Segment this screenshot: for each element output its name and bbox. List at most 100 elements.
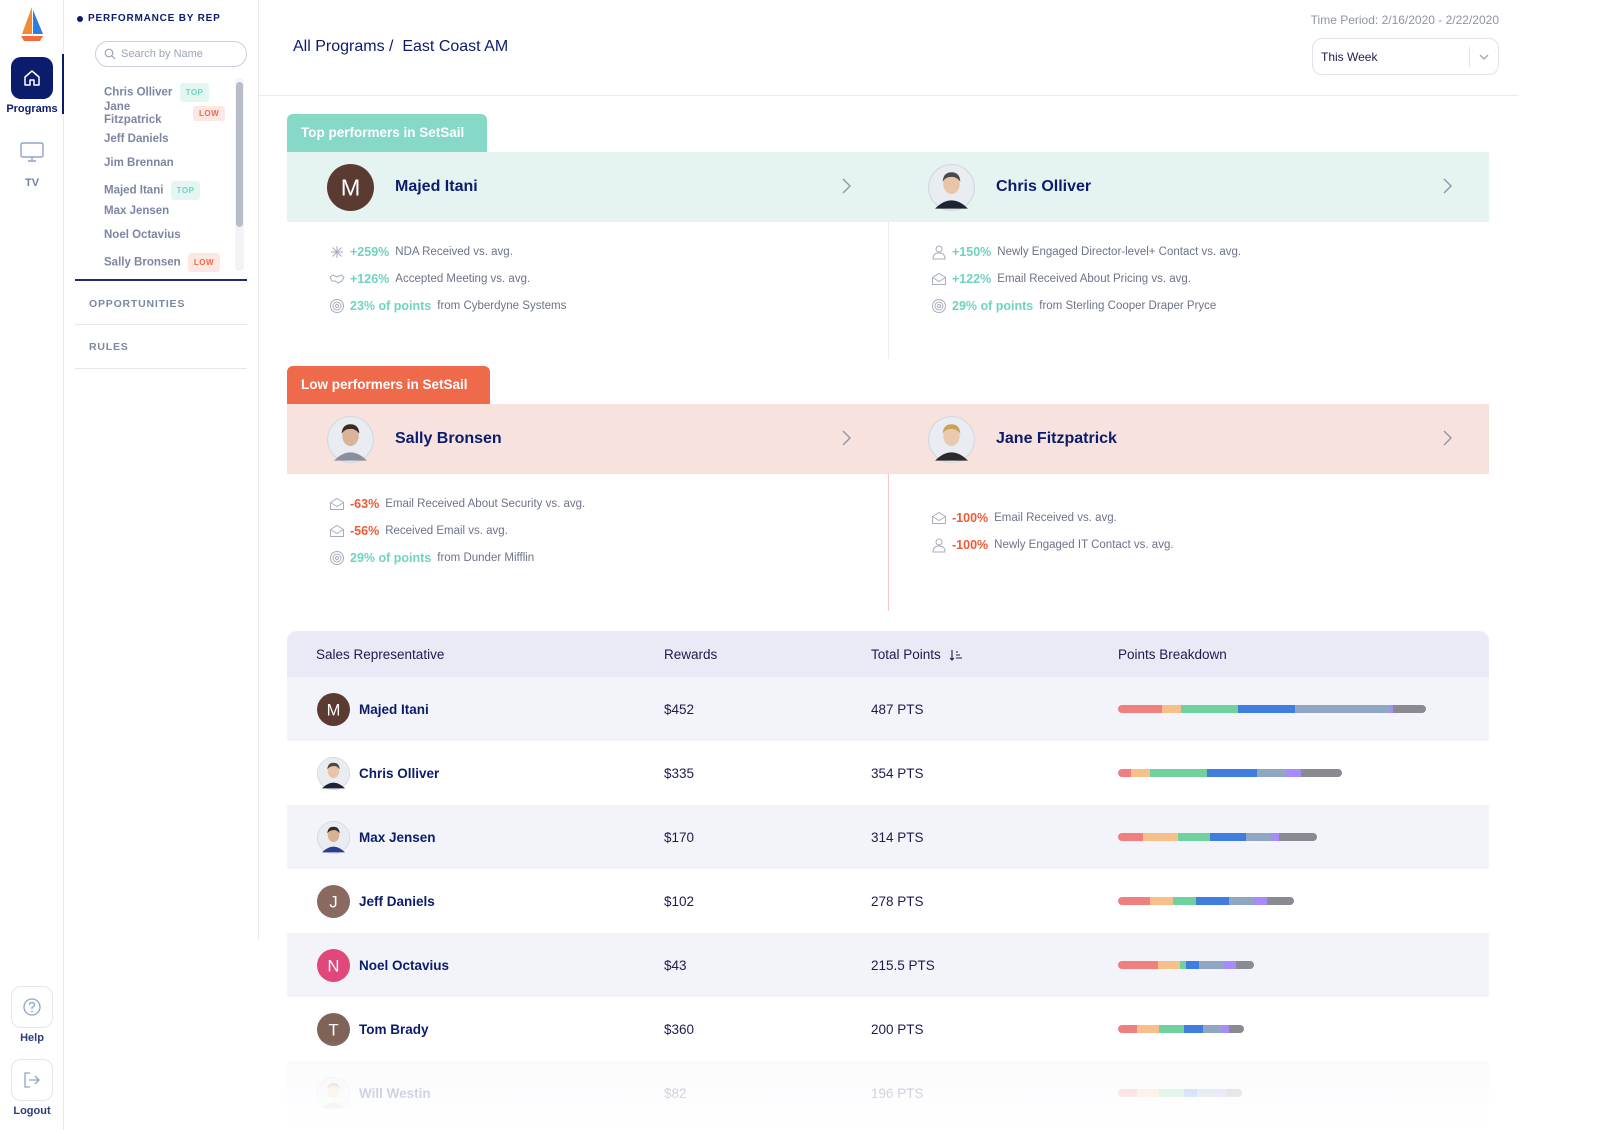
rep-item[interactable]: Jane Fitzpatrick bbox=[104, 101, 174, 127]
breakdown-segment bbox=[1118, 769, 1131, 777]
low-performers-tab: Low performers in SetSail bbox=[287, 366, 490, 404]
sort-descending-icon[interactable] bbox=[949, 649, 963, 661]
period-select[interactable]: This Week bbox=[1312, 38, 1499, 75]
chevron-right-icon bbox=[1443, 430, 1452, 446]
stat-row: 23% of points from Cyberdyne Systems bbox=[329, 292, 888, 319]
panel-divider bbox=[75, 324, 247, 325]
breadcrumb-root-link[interactable]: All Programs / bbox=[293, 38, 394, 55]
rep-cell: Will Westin bbox=[287, 1076, 664, 1110]
performer-card-header[interactable]: M Majed Itani bbox=[287, 152, 888, 222]
rewards-cell: $82 bbox=[664, 1085, 687, 1101]
rep-name: Chris Olliver bbox=[359, 765, 440, 781]
envelope-open-icon bbox=[329, 523, 346, 539]
rep-cell: N Noel Octavius bbox=[287, 948, 664, 982]
breakdown-segment bbox=[1159, 1025, 1185, 1033]
breakdown-segment bbox=[1245, 833, 1272, 841]
stat-text: from Cyberdyne Systems bbox=[437, 299, 567, 312]
breakdown-segment bbox=[1159, 1089, 1185, 1097]
stat-value: 29% of points bbox=[350, 550, 432, 565]
table-row[interactable]: J Jeff Daniels $102 278 PTS bbox=[287, 869, 1489, 933]
search-input[interactable] bbox=[121, 48, 241, 60]
rules-link[interactable]: RULES bbox=[89, 341, 129, 353]
breakdown-segment bbox=[1118, 1025, 1137, 1033]
table-row[interactable]: N Noel Octavius $43 215.5 PTS bbox=[287, 933, 1489, 997]
envelope-open-icon bbox=[931, 271, 948, 287]
column-header-rewards[interactable]: Rewards bbox=[664, 646, 718, 662]
breakdown-cell bbox=[1118, 961, 1488, 969]
column-header-rep[interactable]: Sales Representative bbox=[316, 646, 445, 662]
stat-row: +122% Email Received About Pricing vs. av… bbox=[931, 265, 1489, 292]
rep-item[interactable]: Max Jensen bbox=[104, 205, 169, 218]
performer-card-header[interactable]: Sally Bronsen bbox=[287, 404, 888, 474]
help-nav-button[interactable]: Help bbox=[0, 986, 64, 1044]
stat-text: Newly Engaged Director-level+ Contact vs… bbox=[997, 245, 1242, 258]
rewards-cell: $335 bbox=[664, 765, 695, 781]
column-header-breakdown[interactable]: Points Breakdown bbox=[1118, 646, 1227, 662]
chevron-right-icon bbox=[842, 178, 851, 194]
page-header: All Programs / East Coast AM Time Period… bbox=[259, 0, 1519, 96]
rep-item[interactable]: Jim Brennan bbox=[104, 157, 174, 170]
low-tag: LOW bbox=[193, 106, 226, 121]
performer-name: Majed Itani bbox=[395, 178, 478, 195]
question-circle-icon bbox=[11, 986, 53, 1028]
opportunities-link[interactable]: OPPORTUNITIES bbox=[89, 298, 186, 310]
performer-stats: +259% NDA Received vs. avg. +126% Accepted … bbox=[287, 222, 888, 359]
logout-nav-label: Logout bbox=[13, 1105, 51, 1117]
avatar: N bbox=[317, 948, 350, 982]
sailboat-logo[interactable] bbox=[18, 6, 46, 42]
rewards-cell: $170 bbox=[664, 829, 695, 845]
rep-cell: Chris Olliver bbox=[287, 756, 664, 790]
table-row[interactable]: T Tom Brady $360 200 PTS bbox=[287, 997, 1489, 1061]
rep-name: Chris Olliver bbox=[104, 86, 173, 99]
rep-search[interactable] bbox=[95, 41, 247, 67]
table-row[interactable]: Will Westin $82 196 PTS bbox=[287, 1061, 1489, 1125]
rep-item[interactable]: Chris Olliver TOP bbox=[104, 83, 210, 102]
breakdown-segment bbox=[1226, 1089, 1242, 1097]
avatar bbox=[317, 1076, 350, 1110]
top-performers-tab: Top performers in SetSail bbox=[287, 114, 487, 152]
programs-nav-button[interactable]: Programs bbox=[0, 57, 64, 115]
points-breakdown-bar bbox=[1118, 897, 1294, 905]
breakdown-segment bbox=[1389, 705, 1394, 713]
breakdown-cell bbox=[1118, 833, 1488, 841]
breakdown-segment bbox=[1228, 1025, 1245, 1033]
table-row[interactable]: M Majed Itani $452 487 PTS bbox=[287, 677, 1489, 741]
tv-nav-button[interactable]: TV bbox=[0, 131, 64, 189]
rep-name: Max Jensen bbox=[104, 205, 170, 217]
table-row[interactable]: Chris Olliver $335 354 PTS bbox=[287, 741, 1489, 805]
rep-item[interactable]: Sally Bronsen LOW bbox=[104, 253, 221, 272]
envelope-open-icon bbox=[329, 496, 346, 512]
chevron-down-icon bbox=[1479, 54, 1489, 60]
table-header: Sales Representative Rewards Total Point… bbox=[287, 631, 1489, 677]
svg-text:T: T bbox=[328, 1021, 338, 1039]
table-row[interactable]: Max Jensen $170 314 PTS bbox=[287, 805, 1489, 869]
logout-nav-button[interactable]: Logout bbox=[0, 1059, 64, 1117]
breakdown-segment bbox=[1136, 1025, 1160, 1033]
rewards-cell: $360 bbox=[664, 1021, 695, 1037]
breakdown-segment bbox=[1178, 833, 1210, 841]
rep-list-scrollbar[interactable] bbox=[235, 78, 244, 271]
performer-stats: -100% Email Received vs. avg. -100% Newly E… bbox=[888, 474, 1489, 611]
stat-value: +122% bbox=[952, 271, 992, 286]
performer-card-header[interactable]: Chris Olliver bbox=[888, 152, 1489, 222]
breadcrumb-current: East Coast AM bbox=[402, 38, 509, 55]
breakdown-cell bbox=[1118, 1025, 1488, 1033]
rep-name: Jane Fitzpatrick bbox=[104, 101, 162, 126]
column-header-total-points[interactable]: Total Points bbox=[871, 647, 1118, 662]
rep-item[interactable]: Majed Itani TOP bbox=[104, 181, 201, 200]
panel-title: PERFORMANCE BY REP bbox=[77, 13, 221, 24]
performer-stats: +150% Newly Engaged Director-level+ Conta… bbox=[888, 222, 1489, 359]
points-cell: 215.5 PTS bbox=[871, 957, 935, 973]
breakdown-segment bbox=[1130, 769, 1150, 777]
performer-card-header[interactable]: Jane Fitzpatrick bbox=[888, 404, 1489, 474]
rep-item[interactable]: Noel Octavius bbox=[104, 229, 181, 242]
breakdown-segment bbox=[1278, 833, 1317, 841]
breakdown-segment bbox=[1216, 1089, 1227, 1097]
stat-row: +259% NDA Received vs. avg. bbox=[329, 238, 888, 265]
rep-name: Jim Brennan bbox=[104, 157, 174, 169]
breakdown-segment bbox=[1149, 769, 1207, 777]
svg-text:N: N bbox=[328, 957, 340, 975]
scrollbar-thumb[interactable] bbox=[236, 82, 243, 227]
rewards-cell: $452 bbox=[664, 701, 695, 717]
rep-item[interactable]: Jeff Daniels bbox=[104, 133, 169, 146]
